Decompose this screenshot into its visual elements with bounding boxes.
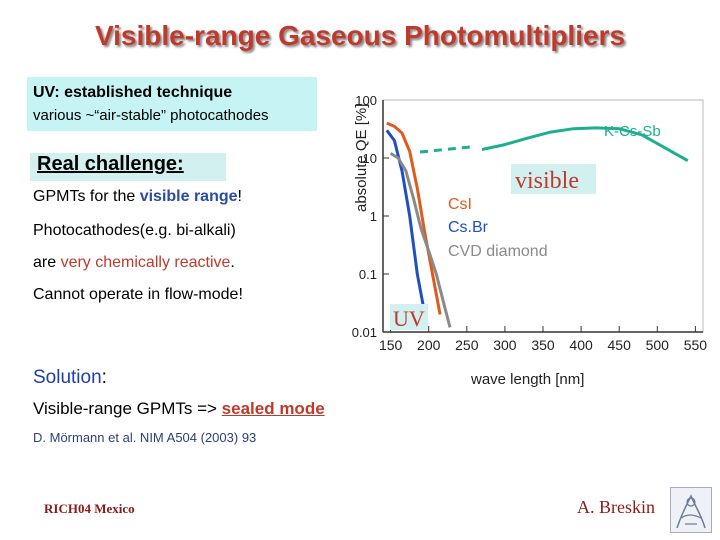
solution-colon: : bbox=[101, 367, 107, 388]
challenge-line-reactive: are very chemically reactive. bbox=[33, 254, 235, 272]
visible-range-highlight: visible range bbox=[139, 188, 238, 205]
x-tick-label: 350 bbox=[531, 337, 555, 353]
uv-annotation: UV bbox=[393, 306, 425, 331]
solution-line: Visible-range GPMTs => sealed mode bbox=[33, 399, 325, 419]
x-axis-label: wave length [nm] bbox=[470, 371, 584, 388]
reactive-highlight: very chemically reactive bbox=[60, 254, 231, 271]
y-tick-label: 10 bbox=[363, 151, 377, 166]
challenge-line3-pre: are bbox=[33, 254, 61, 271]
y-tick-label: 1 bbox=[370, 209, 377, 224]
cvd-diamond-curve bbox=[389, 152, 452, 328]
challenge-line1-pre: GPMTs for the bbox=[33, 188, 140, 205]
qe-chart: absolute QE [%] 100 10 1 0.1 0.01 150 200 250 3… bbox=[352, 93, 708, 388]
solution-line-pre: Visible-range GPMTs => bbox=[33, 399, 222, 418]
x-tick-label: 450 bbox=[608, 337, 632, 353]
x-tick-label: 550 bbox=[684, 337, 708, 353]
challenge-line1-post: ! bbox=[237, 188, 242, 205]
real-challenge-label: Real challenge: bbox=[37, 153, 184, 175]
solution-label: Solution bbox=[33, 367, 102, 388]
real-challenge-box bbox=[30, 153, 226, 181]
x-tick-label: 500 bbox=[646, 337, 670, 353]
footer-author: A. Breskin bbox=[577, 497, 655, 517]
uv-highlight-box bbox=[27, 77, 317, 131]
challenge-line-gpmts: GPMTs for the visible range! bbox=[33, 188, 242, 206]
legend-kcssb: K-Cs-Sb bbox=[604, 123, 661, 140]
legend-csbr: Cs.Br bbox=[448, 219, 489, 236]
challenge-line-flow-mode: Cannot operate in flow-mode! bbox=[33, 286, 243, 303]
x-tick-label: 150 bbox=[379, 337, 403, 353]
csbr-curve bbox=[385, 129, 427, 315]
x-tick-label: 300 bbox=[493, 337, 517, 353]
institute-logo-icon bbox=[670, 487, 712, 533]
y-axis-label: absolute QE [%] bbox=[353, 104, 370, 212]
legend-csi: CsI bbox=[448, 196, 472, 213]
x-tick-label: 400 bbox=[569, 337, 593, 353]
uv-annotation-box bbox=[390, 304, 428, 330]
reference-citation: D. Mörmann et al. NIM A504 (2003) 93 bbox=[33, 430, 257, 445]
x-tick-label: 250 bbox=[455, 337, 479, 353]
visible-annotation-box bbox=[511, 164, 596, 194]
challenge-line3-post: . bbox=[230, 254, 235, 271]
sealed-mode-highlight: sealed mode bbox=[221, 399, 325, 418]
uv-box-subtitle: various ~“air-stable” photocathodes bbox=[33, 107, 269, 124]
y-tick-label: 0.1 bbox=[359, 267, 377, 282]
y-tick-label: 100 bbox=[355, 93, 377, 108]
x-tick-label: 200 bbox=[417, 337, 441, 353]
legend-cvd: CVD diamond bbox=[448, 243, 548, 260]
kcssb-curve bbox=[481, 126, 689, 163]
footer-conference: RICH04 Mexico bbox=[44, 501, 135, 516]
solution-heading: Solution: bbox=[33, 367, 107, 389]
csi-curve bbox=[386, 121, 442, 315]
slide-title: Visible-range Gaseous Photomultipliers bbox=[94, 20, 626, 51]
y-tick-label: 0.01 bbox=[352, 325, 377, 340]
uv-box-title: UV: established technique bbox=[33, 84, 233, 101]
challenge-line-photocathodes: Photocathodes(e.g. bi-alkali) bbox=[33, 222, 236, 239]
kcssb-dashed-extension bbox=[419, 145, 471, 154]
visible-annotation: visible bbox=[515, 168, 579, 194]
